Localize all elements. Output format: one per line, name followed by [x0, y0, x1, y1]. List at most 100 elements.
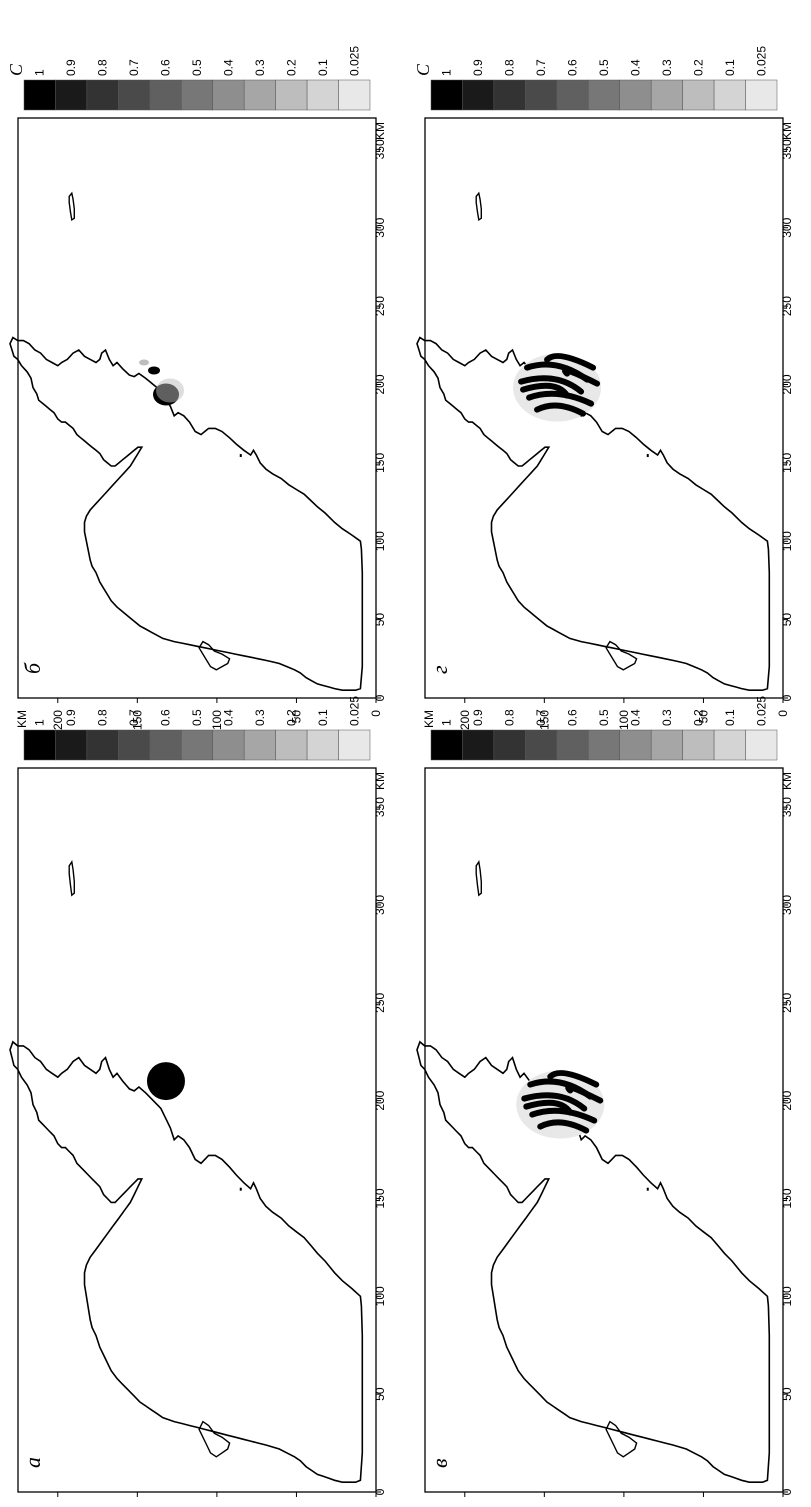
- colorbar-title: C: [413, 63, 433, 76]
- colorbar-label: 0.9: [64, 59, 78, 76]
- pollution-stripe: [529, 1107, 598, 1124]
- lake-inlet: [475, 860, 482, 897]
- pollution-patch: [148, 366, 161, 375]
- colorbar-label: 0.4: [221, 59, 235, 76]
- colorbar-swatch: [619, 79, 652, 111]
- x-tick-label: 50: [373, 1387, 387, 1401]
- colorbar-label: 0.6: [159, 709, 173, 726]
- colorbar-label: 0.5: [597, 709, 611, 726]
- colorbar: 1 0.9 0.8 0.7 0.6 0.5 0.4 0.3 0.2 0.1 0.025 C: [413, 46, 778, 111]
- x-tick-label: 300: [373, 217, 387, 237]
- colorbar-label: 0.025: [347, 46, 361, 76]
- x-axis-unit: KM: [780, 122, 794, 140]
- colorbar-swatch: [86, 79, 119, 111]
- colorbar-swatch: [338, 79, 371, 111]
- colorbar-swatch: [682, 729, 715, 761]
- colorbar-swatch: [556, 79, 589, 111]
- colorbar-label: 1: [440, 69, 454, 76]
- pollution-stripe: [547, 1070, 600, 1088]
- colorbar-swatch: [493, 729, 526, 761]
- y-tick-label: 50: [289, 710, 303, 724]
- map-frame: [17, 767, 377, 1493]
- x-tick-label: 100: [780, 531, 794, 551]
- colorbar-swatch: [525, 729, 558, 761]
- panel-label: a: [20, 1457, 45, 1468]
- x-tick-label: 0: [780, 1488, 794, 1495]
- x-tick-label: 250: [373, 296, 387, 316]
- y-tick-label: 100: [210, 710, 224, 730]
- x-tick-label: 100: [780, 1286, 794, 1306]
- colorbar-label: 0.3: [253, 59, 267, 76]
- colorbar-label: 0.5: [190, 709, 204, 726]
- x-tick-label: 150: [780, 1188, 794, 1208]
- x-tick-label: 0: [373, 1488, 387, 1495]
- panel-label: б: [20, 662, 45, 674]
- colorbar-swatch: [338, 729, 371, 761]
- colorbar-label: 0.7: [127, 59, 141, 76]
- bay-inlet: [605, 1420, 638, 1458]
- colorbar-label: 0.4: [628, 59, 642, 76]
- x-tick-label: 250: [780, 296, 794, 316]
- colorbar-label: 0.6: [566, 709, 580, 726]
- x-tick-label: 150: [780, 453, 794, 473]
- colorbar-swatch: [588, 729, 620, 761]
- colorbar-swatch: [430, 729, 463, 761]
- y-axis-unit: KM: [422, 710, 436, 728]
- colorbar-swatch: [55, 79, 88, 111]
- y-tick-label: 200: [458, 710, 472, 730]
- colorbar-label: 0.7: [127, 709, 141, 726]
- colorbar-swatch: [55, 729, 88, 761]
- y-tick-label: 150: [130, 710, 144, 730]
- colorbar-label: 0.6: [159, 59, 173, 76]
- colorbar-swatch: [23, 729, 56, 761]
- colorbar-label: 0.1: [723, 709, 737, 726]
- y-tick-label: 200: [51, 710, 65, 730]
- map-panel-a: 0 50 100 150 200 KM 0 50 100 150 200 250 300 350 KM a 1 0…: [9, 696, 387, 1507]
- colorbar-label: 1: [33, 719, 47, 726]
- colorbar-label: 0.1: [316, 709, 330, 726]
- x-tick-label: 200: [780, 1090, 794, 1110]
- x-tick-label: 0: [780, 694, 794, 701]
- colorbar: 1 0.9 0.8 0.7 0.6 0.5 0.4 0.3 0.2 0.1 0.025: [23, 696, 371, 761]
- x-tick-label: 0: [373, 694, 387, 701]
- x-tick-label: 350: [373, 797, 387, 817]
- panel-label: г: [427, 665, 452, 674]
- lake-inlet: [68, 191, 75, 222]
- colorbar-swatch: [212, 79, 245, 111]
- pollution-stripe: [537, 1119, 590, 1134]
- x-tick-label: 300: [780, 895, 794, 915]
- x-tick-label: 250: [780, 992, 794, 1012]
- y-tick-label: 0: [369, 710, 383, 717]
- x-tick-label: 250: [373, 992, 387, 1012]
- x-tick-label: 200: [373, 1090, 387, 1110]
- bay-inlet: [605, 640, 638, 671]
- bay-inlet: [198, 1420, 231, 1458]
- colorbar-swatch: [181, 79, 213, 111]
- colorbar-label: 0.1: [723, 59, 737, 76]
- colorbar-swatch: [430, 79, 463, 111]
- pollution-stripe: [523, 1099, 574, 1116]
- x-axis-unit: KM: [373, 122, 387, 140]
- colorbar-swatch: [682, 79, 715, 111]
- pollution-stripe: [544, 353, 597, 371]
- station-marker: [646, 454, 649, 458]
- pollution-stripe: [565, 1084, 604, 1104]
- x-tick-label: 100: [373, 1286, 387, 1306]
- colorbar-swatch: [462, 729, 495, 761]
- colorbar-label: 0.3: [660, 709, 674, 726]
- x-axis-unit: KM: [780, 772, 794, 790]
- colorbar-label: 0.9: [471, 709, 485, 726]
- colorbar-swatch: [243, 729, 276, 761]
- colorbar-swatch: [23, 79, 56, 111]
- x-tick-label: 100: [373, 531, 387, 551]
- x-tick-label: 350: [780, 797, 794, 817]
- x-tick-label: 350: [373, 139, 387, 159]
- pollution-patch: [139, 359, 150, 366]
- colorbar-label: 0.8: [503, 59, 517, 76]
- colorbar-label: 1: [440, 719, 454, 726]
- x-tick-label: 350: [780, 139, 794, 159]
- colorbar-swatch: [275, 729, 308, 761]
- panel-label: в: [427, 1458, 452, 1468]
